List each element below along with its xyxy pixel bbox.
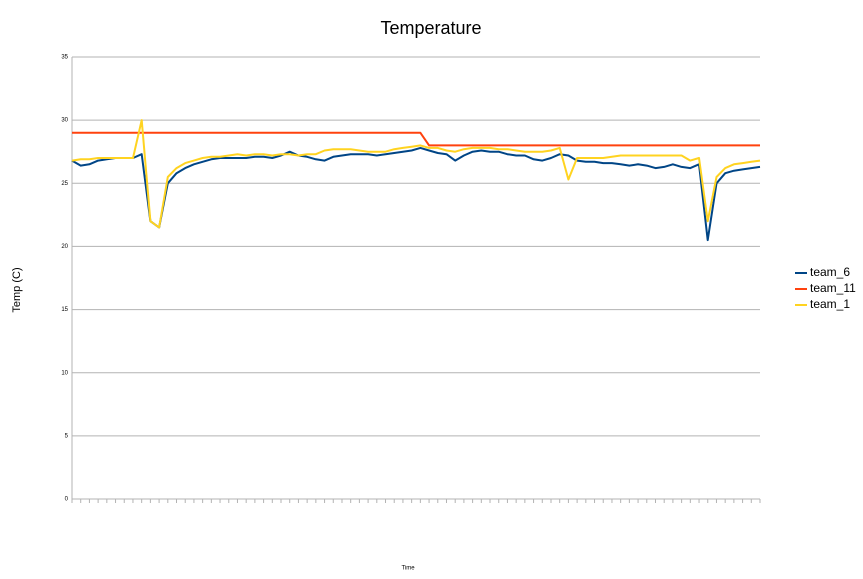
y-tick-label: 25 [61,181,68,187]
series-line [72,131,760,147]
series-line [71,119,761,229]
y-tick-label: 20 [61,244,68,250]
y-tick-label: 5 [65,433,69,439]
legend-label: team_1 [810,297,850,311]
chart-title: Temperature [380,18,481,38]
y-axis-label: Temp (C) [11,267,23,312]
y-tick-label: 30 [61,118,68,124]
y-tick-label: 35 [61,55,68,61]
legend-label: team_11 [810,281,856,295]
series-line [71,146,761,242]
y-tick-label: 0 [65,497,69,503]
legend-label: team_6 [810,265,850,279]
x-axis-label: Time [401,566,415,572]
y-tick-label: 10 [61,370,68,376]
y-tick-label: 15 [61,307,68,313]
